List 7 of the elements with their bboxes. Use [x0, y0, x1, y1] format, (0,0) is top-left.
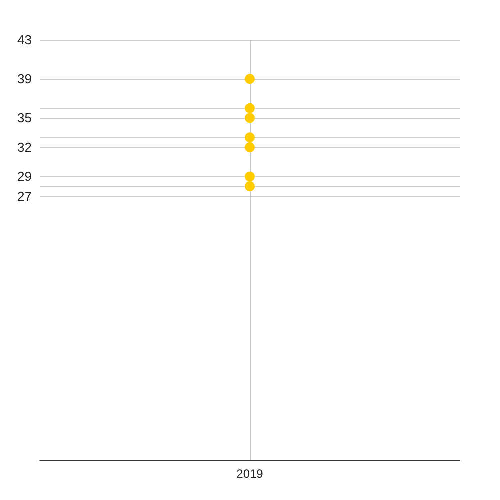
y-tick-label: 29 [18, 169, 32, 184]
y-tick-label: 39 [18, 72, 32, 87]
y-tick-label: 35 [18, 110, 32, 126]
x-tick-label: 2019 [236, 467, 264, 481]
y-tick-label: 27 [18, 188, 32, 204]
y-tick-label: 43 [18, 32, 32, 48]
y-tick-label: 32 [18, 140, 32, 155]
